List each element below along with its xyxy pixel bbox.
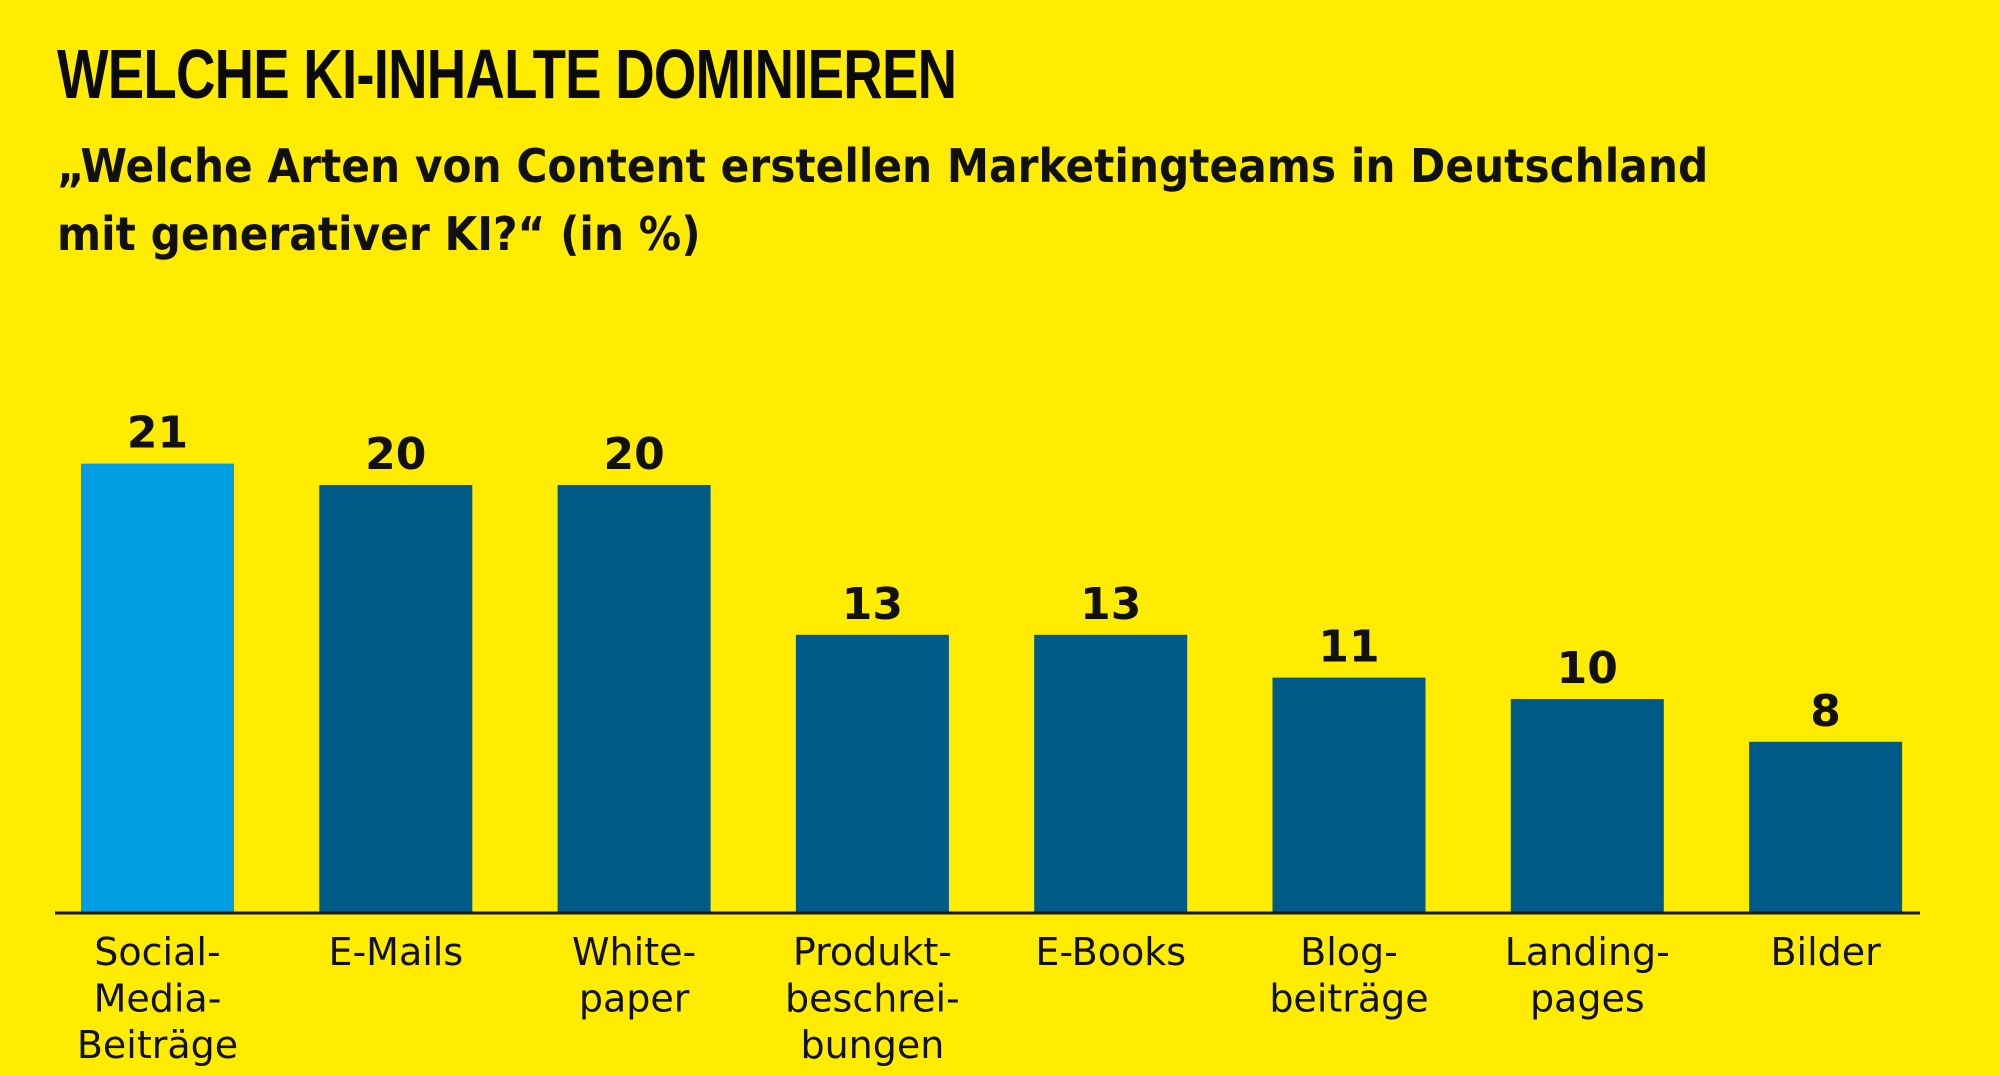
category-label-line: Landing- (1505, 930, 1670, 974)
value-labels-group: 21 20 20 13 13 11 10 8 (127, 408, 1841, 737)
category-label-line: paper (579, 977, 690, 1021)
bar-7 (1749, 741, 1903, 913)
value-label: 20 (603, 429, 664, 480)
chart-subtitle: „Welche Arten von Content erstellen Mark… (57, 132, 1708, 268)
bars-group (81, 463, 1903, 913)
category-label-line: Social- (94, 930, 220, 974)
category-label-line: pages (1530, 977, 1645, 1021)
subtitle-line-2: mit generativer KI?“ (in %) (57, 207, 701, 261)
bar-5 (1272, 677, 1426, 913)
category-label: White-paper (572, 930, 696, 1021)
bar-0 (81, 463, 234, 913)
bar-1 (319, 485, 473, 913)
category-label-line: Beiträge (77, 1023, 238, 1067)
value-label: 20 (365, 429, 426, 480)
value-label: 11 (1318, 622, 1379, 673)
category-label-line: bungen (800, 1023, 944, 1067)
category-label-line: beiträge (1269, 977, 1428, 1021)
category-label-line: Bilder (1770, 930, 1881, 974)
category-label: E-Mails (328, 930, 463, 974)
bar-4 (1034, 634, 1188, 913)
category-labels-group: Social-Media-Beiträge E-Mails White-paper P… (77, 930, 1881, 1067)
category-label: Social-Media-Beiträge (77, 930, 238, 1067)
bar-6 (1510, 699, 1664, 913)
category-label: Bilder (1770, 930, 1881, 974)
category-label-line: E-Books (1035, 930, 1186, 974)
category-label: Produkt-beschrei-bungen (785, 930, 960, 1067)
category-label: Blog-beiträge (1269, 930, 1428, 1021)
value-label: 21 (127, 408, 188, 459)
category-label-line: E-Mails (328, 930, 463, 974)
category-label-line: Media- (94, 977, 222, 1021)
category-label: E-Books (1035, 930, 1186, 974)
category-label-line: Produkt- (793, 930, 952, 974)
category-label-line: Blog- (1300, 930, 1398, 974)
value-label: 13 (842, 579, 903, 630)
value-label: 8 (1810, 686, 1841, 737)
bar-2 (557, 485, 711, 913)
category-label-line: White- (572, 930, 696, 974)
bar-3 (795, 634, 949, 913)
chart-title: WELCHE KI-INHALTE DOMINIEREN (57, 35, 957, 113)
value-label: 13 (1080, 579, 1141, 630)
value-label: 10 (1557, 643, 1618, 694)
category-label: Landing-pages (1505, 930, 1670, 1021)
category-label-line: beschrei- (785, 977, 960, 1021)
subtitle-line-1: „Welche Arten von Content erstellen Mark… (57, 139, 1709, 193)
